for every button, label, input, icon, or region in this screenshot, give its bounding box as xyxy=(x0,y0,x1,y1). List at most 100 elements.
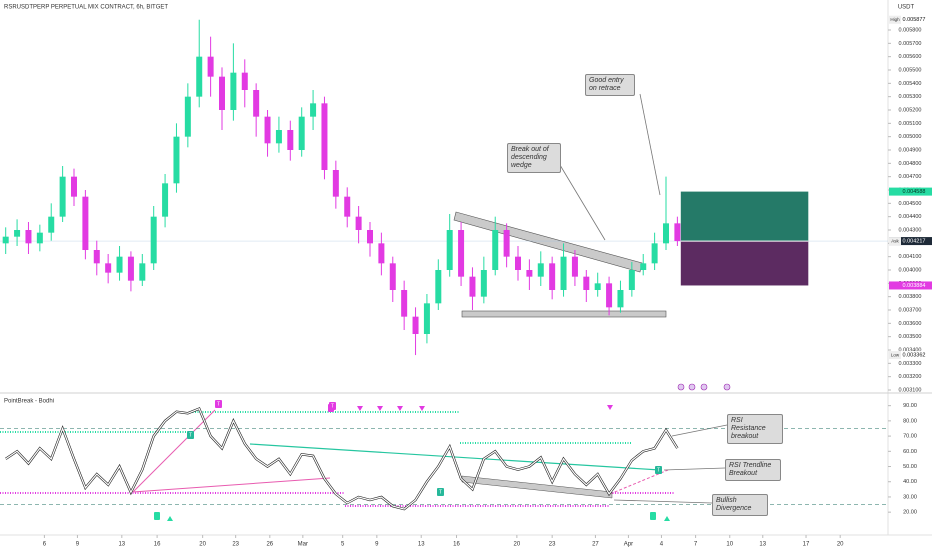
candle-body xyxy=(674,223,681,242)
candle-body xyxy=(389,263,396,290)
candle-body xyxy=(651,243,658,264)
chart-title: RSRUSDTPERP PERPETUAL MIX CONTRACT, 6h, … xyxy=(4,5,168,11)
event-icon xyxy=(677,383,685,391)
candle-body xyxy=(287,130,294,150)
signal-label: T xyxy=(331,403,334,409)
candle-body xyxy=(2,236,9,244)
price-label-tag xyxy=(889,351,932,360)
y-tick-label: 0.005500 xyxy=(899,67,922,73)
signal-triangle xyxy=(664,516,670,521)
candle-body xyxy=(640,263,647,270)
candle-body xyxy=(537,263,544,277)
candle-body xyxy=(139,263,146,281)
candle-body xyxy=(435,270,442,304)
x-tick-label: 23 xyxy=(232,542,239,548)
unit-label: USDT xyxy=(898,5,915,11)
candle-body xyxy=(332,170,339,197)
y-tick-label: 0.005800 xyxy=(899,27,922,33)
price-label-name: High xyxy=(890,17,900,22)
price-label-value: 0.004217 xyxy=(903,239,926,245)
signal-marker xyxy=(650,512,656,520)
signal-box xyxy=(437,488,444,496)
annotation: Bullish Divergence xyxy=(712,494,768,516)
signal-box xyxy=(329,402,336,410)
signal-box xyxy=(655,466,662,474)
y-tick-label: 0.004000 xyxy=(899,267,922,273)
candle-body xyxy=(253,90,260,117)
callout-pointer xyxy=(559,164,606,241)
y-tick-label: 70.00 xyxy=(903,434,917,440)
candle-body xyxy=(196,56,203,97)
event-icon xyxy=(688,383,696,391)
callout-pointer xyxy=(671,424,728,437)
candle-body xyxy=(503,230,510,257)
price-label-name-box xyxy=(889,237,901,246)
candle-body xyxy=(594,283,601,290)
signal-box xyxy=(187,431,194,439)
x-tick-label: 20 xyxy=(199,542,206,548)
x-tick-label: 20 xyxy=(837,542,844,548)
signal-label: T xyxy=(439,489,442,495)
wedge-top xyxy=(453,211,643,273)
y-tick-label: 30.00 xyxy=(903,494,917,500)
price-label-tag xyxy=(889,15,932,24)
price-label-name-box xyxy=(889,15,901,24)
price-label-tag xyxy=(889,237,932,246)
x-tick-label: 16 xyxy=(453,542,460,548)
candle-body xyxy=(230,72,237,110)
candle-body xyxy=(321,103,328,170)
signal-triangle xyxy=(607,405,613,410)
candle-body xyxy=(173,136,180,184)
candle-body xyxy=(571,256,578,277)
candle-body xyxy=(48,216,55,233)
candle-body xyxy=(241,72,248,90)
x-tick-label: Apr xyxy=(624,542,633,548)
x-tick-label: 6 xyxy=(43,542,47,548)
candle-body xyxy=(549,263,556,290)
annotation: RSI Trendline Breakout xyxy=(725,459,781,481)
y-tick-label: 0.003200 xyxy=(899,374,922,380)
y-tick-label: 0.004800 xyxy=(899,161,922,167)
candle-body xyxy=(298,116,305,150)
rsi-trendline xyxy=(249,443,661,471)
signal-label: T xyxy=(657,467,660,473)
annotation: Break out of descending wedge xyxy=(507,143,561,173)
candle-body xyxy=(150,216,157,264)
candle-body xyxy=(116,256,123,273)
candle-body xyxy=(59,176,66,217)
stop-tag xyxy=(889,281,932,290)
candle-body xyxy=(127,256,134,281)
y-tick-label: 50.00 xyxy=(903,464,917,470)
candle-body xyxy=(446,230,453,270)
y-tick-label: 0.004700 xyxy=(899,174,922,180)
y-tick-label: 0.004900 xyxy=(899,147,922,153)
candle-body xyxy=(93,250,100,264)
x-tick-label: 26 xyxy=(266,542,273,548)
y-tick-label: 0.005400 xyxy=(899,81,922,87)
y-tick-label: 0.005700 xyxy=(899,41,922,47)
x-tick-label: 9 xyxy=(76,542,80,548)
candle-body xyxy=(344,196,351,217)
annotation: Good entry on retrace xyxy=(585,74,635,96)
candle-body xyxy=(606,283,613,308)
x-tick-label: 20 xyxy=(514,542,521,548)
price-label-name: Ask xyxy=(891,238,899,243)
candle-body xyxy=(412,316,419,334)
rsi-trendline xyxy=(132,409,216,493)
x-tick-label: 13 xyxy=(759,542,766,548)
stop-value: 0.003884 xyxy=(903,283,926,289)
y-tick-label: 0.003700 xyxy=(899,307,922,313)
y-tick-label: 0.004400 xyxy=(899,214,922,220)
event-icon xyxy=(700,383,708,391)
y-tick-label: 0.004100 xyxy=(899,254,922,260)
signal-triangle xyxy=(167,516,173,521)
signal-triangle xyxy=(419,406,425,411)
candle-body xyxy=(367,230,373,244)
candle-body xyxy=(560,256,567,290)
y-tick-label: 0.003500 xyxy=(899,334,922,340)
x-tick-label: 16 xyxy=(154,542,161,548)
annotation: RSI Resistance breakout xyxy=(727,414,783,444)
x-tick-label: 13 xyxy=(118,542,125,548)
